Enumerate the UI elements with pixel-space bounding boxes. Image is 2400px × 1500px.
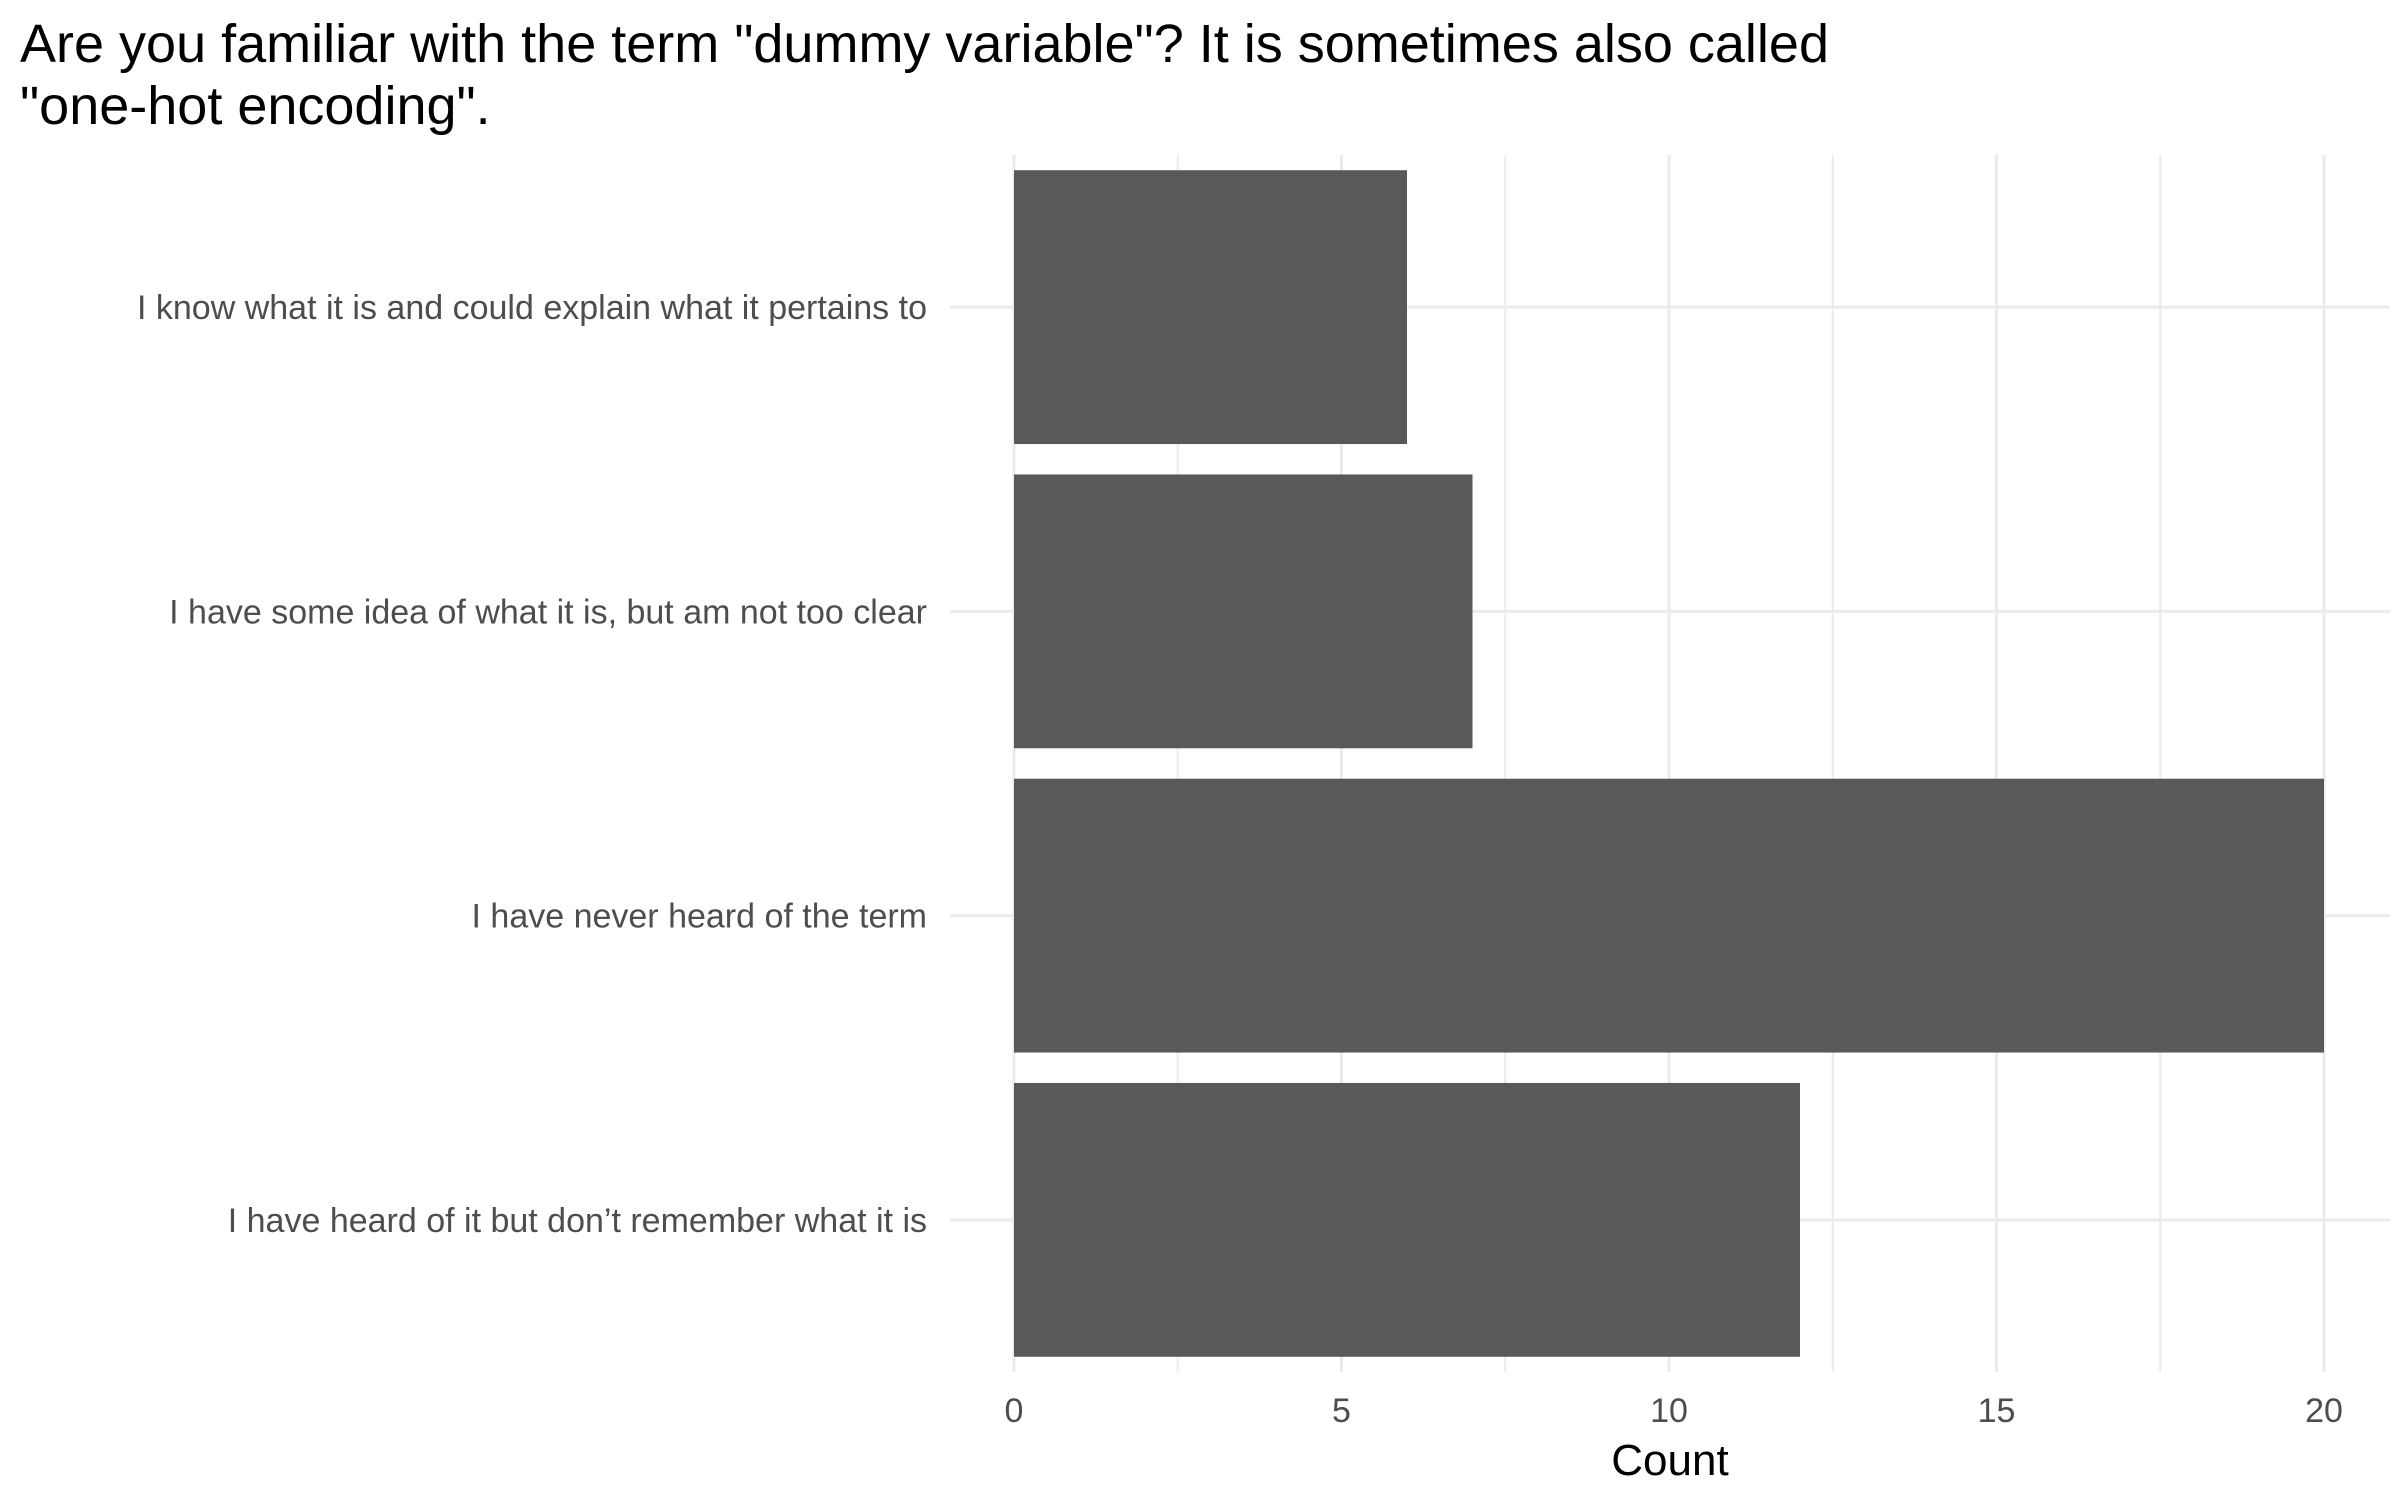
x-tick-label: 10 xyxy=(1650,1392,1688,1430)
category-label: I know what it is and could explain what… xyxy=(137,289,927,327)
bar xyxy=(1014,1082,1800,1357)
x-tick-label: 15 xyxy=(1978,1392,2016,1430)
x-tick-label: 20 xyxy=(2305,1392,2343,1430)
x-tick-label: 5 xyxy=(1332,1392,1351,1430)
category-label: I have heard of it but don’t remember wh… xyxy=(228,1202,927,1240)
chart-title: Are you familiar with the term "dummy va… xyxy=(20,14,1829,136)
bars xyxy=(1014,170,2324,1357)
bar xyxy=(1014,474,1473,749)
x-tick-labels: 0 5 10 15 20 xyxy=(1005,1392,2343,1430)
category-labels: I know what it is and could explain what… xyxy=(137,289,927,1240)
x-axis-title: Count xyxy=(1611,1436,1728,1485)
x-tick-label: 0 xyxy=(1005,1392,1024,1430)
bar xyxy=(1014,778,2324,1053)
category-label: I have never heard of the term xyxy=(472,898,927,936)
chart-title-line-2: "one-hot encoding". xyxy=(20,76,491,136)
chart-title-line-1: Are you familiar with the term "dummy va… xyxy=(20,14,1829,74)
bar xyxy=(1014,170,1407,445)
category-label: I have some idea of what it is, but am n… xyxy=(169,593,927,631)
